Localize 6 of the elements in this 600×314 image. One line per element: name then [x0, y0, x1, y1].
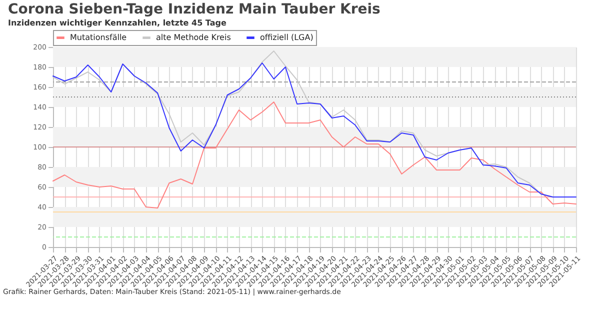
- legend-label: Mutationsfälle: [70, 32, 127, 42]
- legend-label: alte Methode Kreis: [156, 32, 231, 42]
- chart-title: Corona Sieben-Tage Inzidenz Main Tauber Kreis: [8, 2, 380, 18]
- chart-subtitle: Inzidenzen wichtiger Kennzahlen, letzte 45 Tage: [8, 18, 227, 28]
- line-series: [52, 102, 576, 208]
- legend-label: offiziell (LGA): [260, 32, 314, 42]
